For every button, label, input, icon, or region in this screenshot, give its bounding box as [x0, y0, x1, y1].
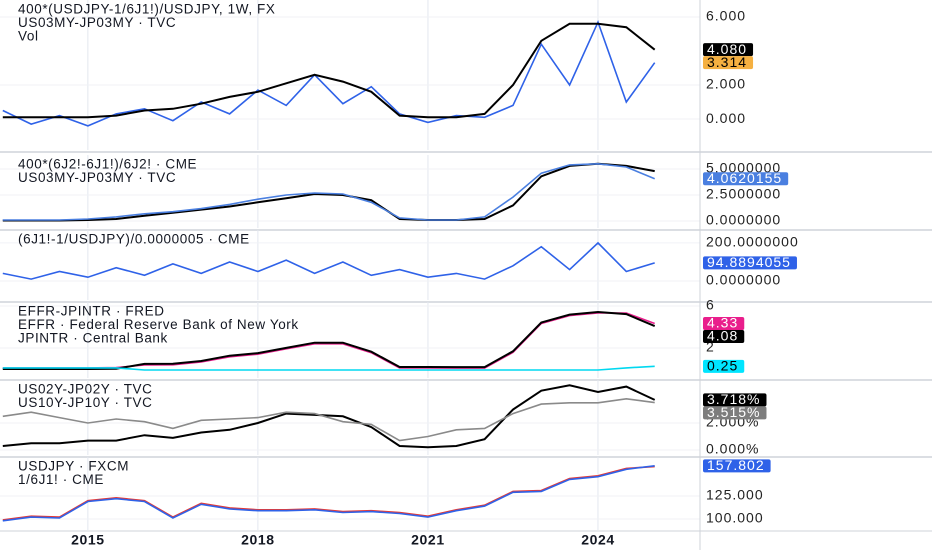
price-tag: 3.718% [703, 391, 767, 407]
price-tag: 157.802 [703, 457, 771, 473]
y-tick-label: 2.5000000 [706, 186, 781, 202]
legend-label: (6J1!-1/USDJPY)/0.0000005 · CME [18, 232, 250, 247]
series-line [2, 22, 656, 119]
legend-label: 1/6J1! · CME [18, 472, 104, 487]
price-tag-bg [703, 359, 745, 373]
price-tag-bg [703, 330, 745, 344]
x-tick-label: 2015 [71, 532, 105, 548]
y-tick-label: 0.0000000 [706, 272, 781, 288]
price-tag: 4.33 [703, 315, 745, 331]
price-tag-label: 3.515% [707, 404, 760, 420]
x-tick-label: 2021 [411, 532, 445, 548]
legend-label: US10Y-JP10Y · TVC [18, 395, 153, 410]
price-tag-label: 3.314 [707, 54, 747, 70]
y-tick-label: 0.0000000 [706, 212, 781, 228]
price-tag: 4.0620155 [703, 170, 789, 186]
price-tag: 94.8894055 [703, 254, 797, 270]
legend-label: Vol [18, 29, 39, 44]
x-tick-label: 2018 [241, 532, 275, 548]
series-line [2, 19, 656, 127]
price-tag-label: 4.33 [707, 315, 738, 331]
x-tick-label: 2024 [581, 532, 615, 548]
price-tag-label: 94.8894055 [707, 254, 791, 270]
price-tag: 4.080 [703, 41, 754, 57]
y-tick-label: 100.000 [706, 510, 764, 526]
series-line [2, 397, 655, 442]
price-tag: 0.25 [703, 358, 745, 374]
series-line [2, 310, 656, 370]
price-tag-bg [703, 459, 771, 473]
series-line [2, 365, 655, 371]
series-line [2, 162, 655, 222]
y-tick-label: 2.000 [706, 76, 746, 92]
y-tick-label: 6.000 [706, 8, 746, 24]
legend-label: EFFR · Federal Reserve Bank of New York [18, 317, 299, 332]
legend-label: US03MY-JP03MY · TVC [18, 170, 176, 185]
y-tick-label: 125.000 [706, 487, 764, 503]
series-line [2, 465, 655, 522]
price-tag: 4.08 [703, 328, 745, 344]
price-tag-label: 4.08 [707, 328, 738, 344]
y-tick-label: 0.000 [706, 110, 746, 126]
price-tag-bg [703, 317, 745, 331]
legend-label: US02Y-JP02Y · TVC [18, 382, 153, 397]
legend-label: US03MY-JP03MY · TVC [18, 15, 176, 30]
price-tag-bg [703, 172, 789, 186]
price-tag-label: 3.718% [707, 391, 760, 407]
series-line [2, 465, 655, 521]
legend-label: USDJPY · FXCM [18, 459, 129, 474]
series-line [2, 384, 656, 449]
y-tick-label: 0.000% [706, 441, 759, 457]
y-tick-label: 2 [706, 339, 715, 355]
price-tag-bg [703, 43, 754, 57]
price-tag-label: 4.080 [707, 41, 747, 57]
price-tag: 3.515% [703, 404, 767, 420]
price-tag-label: 4.0620155 [707, 170, 782, 186]
legend-label: 400*(USDJPY-1/6J1!)/USDJPY, 1W, FX [18, 2, 276, 17]
series-line [2, 162, 656, 221]
legend-label: 400*(6J2!-6J1!)/6J2! · CME [18, 157, 197, 172]
price-tag-bg [703, 406, 767, 420]
price-tag: 3.314 [703, 54, 754, 70]
price-tag-bg [703, 256, 797, 270]
legend-label: JPINTR · Central Bank [18, 331, 168, 346]
y-tick-label: 5.0000000 [706, 160, 781, 176]
price-tag-bg [703, 393, 767, 407]
price-tag-bg [703, 56, 754, 70]
series-line [2, 241, 655, 280]
price-tag-label: 157.802 [707, 457, 765, 473]
legend-label: EFFR-JPINTR · FRED [18, 304, 165, 319]
y-tick-label: 6 [706, 297, 715, 313]
price-tag-label: 0.25 [707, 358, 738, 374]
y-tick-label: 200.0000000 [706, 234, 799, 250]
